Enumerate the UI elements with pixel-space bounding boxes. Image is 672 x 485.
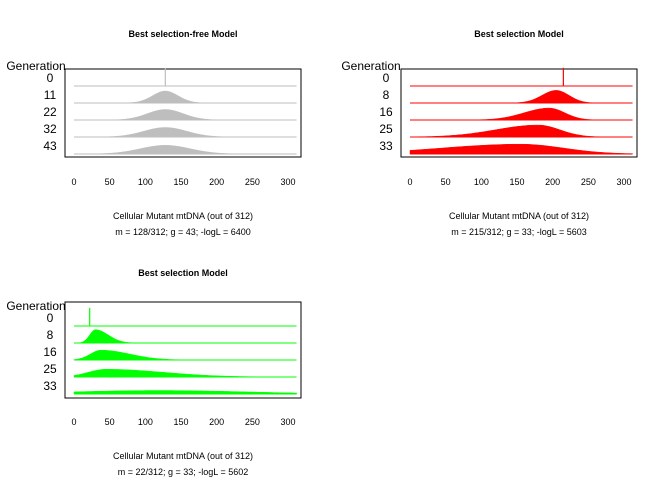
panel-title: Best selection-free Model (128, 29, 237, 39)
ridges (409, 67, 633, 155)
generation-label: 33 (43, 379, 57, 393)
panel-selection-free: Best selection-free Model Generation 0 11… (6, 29, 302, 237)
x-tick-label: 250 (245, 177, 260, 187)
ridges (74, 67, 297, 155)
generation-label: 0 (47, 311, 54, 325)
x-tick-label: 150 (509, 177, 524, 187)
y-axis-label: Generation (341, 59, 400, 73)
generation-label: 16 (379, 105, 393, 119)
generation-label: 33 (379, 139, 393, 153)
x-tick-label: 100 (138, 177, 153, 187)
generation-labels: 0 8 16 25 33 (379, 71, 393, 153)
ridge-density-gen-8 (78, 329, 135, 344)
ridge-density-gen-11 (126, 90, 205, 104)
panel-title: Best selection Model (138, 268, 228, 278)
x-tick-label: 50 (105, 177, 115, 187)
x-tick-label: 0 (71, 417, 76, 427)
generation-label: 25 (379, 122, 393, 136)
ridge-density-gen-22 (111, 109, 220, 121)
ridge-density-gen-33 (73, 390, 297, 395)
generation-label: 25 (43, 362, 57, 376)
generation-label: 43 (43, 139, 57, 153)
panel-title: Best selection Model (474, 29, 564, 39)
plot-box (64, 68, 302, 158)
x-tick-label: 50 (105, 417, 115, 427)
caption: m = 22/312; g = 33; -logL = 5602 (118, 467, 249, 477)
ridge-density-gen-25 (409, 124, 603, 138)
x-tick-label: 100 (474, 177, 489, 187)
x-ticks: 0 50 100 150 200 250 300 (407, 177, 631, 187)
x-ticks: 0 50 100 150 200 250 300 (71, 177, 295, 187)
ridge-density-gen-32 (100, 127, 230, 138)
x-tick-label: 50 (441, 177, 451, 187)
ridge-density-gen-25 (73, 369, 278, 378)
x-tick-label: 150 (173, 177, 188, 187)
ridge-density-gen-16 (473, 107, 597, 121)
x-tick-label: 250 (245, 417, 260, 427)
ridges (73, 307, 297, 395)
generation-label: 0 (383, 71, 390, 85)
x-tick-label: 0 (407, 177, 412, 187)
generation-label: 8 (383, 88, 390, 102)
panel-selection-red: Best selection Model Generation 0 8 16 25 33… (341, 29, 638, 237)
x-tick-label: 200 (545, 177, 560, 187)
generation-label: 8 (47, 328, 54, 342)
generation-labels: 0 8 16 25 33 (43, 311, 57, 393)
panel-selection-green: Best selection Model Generation 0 8 16 25 33… (6, 268, 302, 477)
ridge-density-gen-43 (90, 145, 241, 155)
generation-labels: 0 11 22 32 43 (43, 71, 57, 153)
generation-label: 0 (47, 71, 54, 85)
generation-label: 11 (44, 88, 57, 102)
x-axis-label: Cellular Mutant mtDNA (out of 312) (449, 211, 589, 221)
generation-label: 16 (43, 345, 57, 359)
x-tick-label: 200 (209, 177, 224, 187)
x-ticks: 0 50 100 150 200 250 300 (71, 417, 295, 427)
x-tick-label: 300 (280, 417, 295, 427)
x-tick-label: 200 (209, 417, 224, 427)
ridge-density-gen-8 (513, 90, 596, 104)
plot-box (64, 301, 302, 399)
x-tick-label: 300 (280, 177, 295, 187)
ridge-density-gen-16 (73, 349, 187, 361)
x-axis-label: Cellular Mutant mtDNA (out of 312) (113, 211, 253, 221)
generation-label: 22 (43, 105, 57, 119)
plot-box (400, 68, 638, 158)
x-tick-label: 150 (173, 417, 188, 427)
x-tick-label: 250 (581, 177, 596, 187)
x-axis-label: Cellular Mutant mtDNA (out of 312) (113, 451, 253, 461)
y-axis-label: Generation (6, 299, 65, 313)
caption: m = 128/312; g = 43; -logL = 6400 (115, 227, 251, 237)
x-tick-label: 0 (71, 177, 76, 187)
ridge-density-gen-33 (409, 143, 633, 155)
y-axis-label: Generation (6, 59, 65, 73)
x-tick-label: 100 (138, 417, 153, 427)
generation-label: 32 (43, 122, 57, 136)
x-tick-label: 300 (616, 177, 631, 187)
caption: m = 215/312; g = 33; -logL = 5603 (451, 227, 587, 237)
